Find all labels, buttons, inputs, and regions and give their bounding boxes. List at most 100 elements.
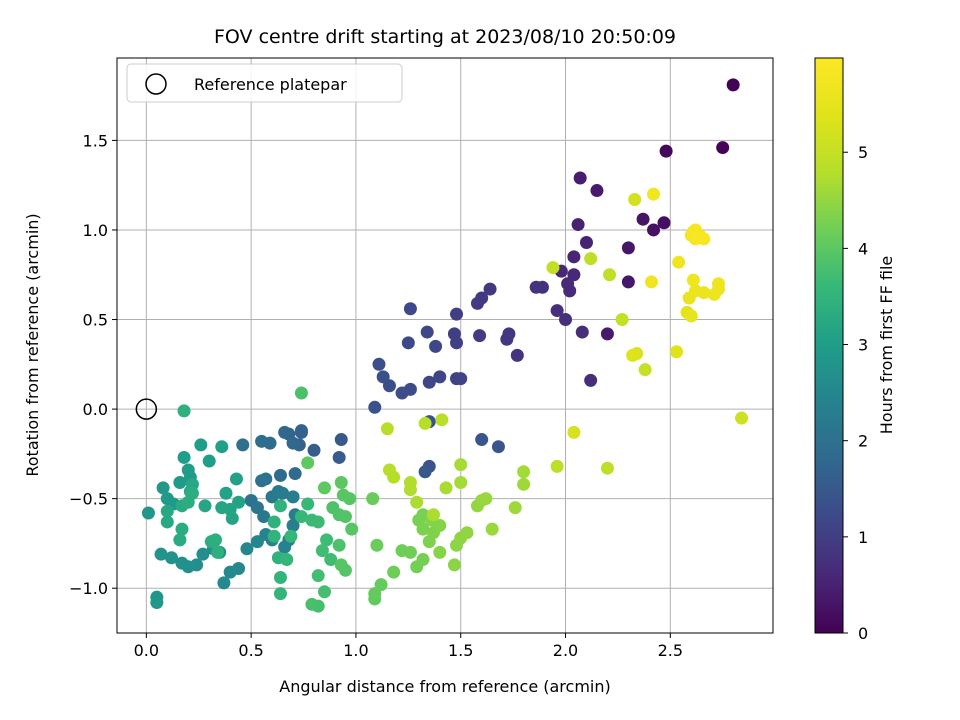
data-point bbox=[368, 400, 382, 414]
data-point bbox=[636, 212, 650, 226]
data-point bbox=[416, 553, 430, 567]
data-point bbox=[450, 336, 464, 350]
y-tick-label: 1.0 bbox=[83, 221, 108, 240]
data-point bbox=[491, 440, 505, 454]
data-point bbox=[173, 533, 187, 547]
data-point bbox=[334, 476, 348, 490]
data-point bbox=[395, 386, 409, 400]
data-point bbox=[229, 472, 243, 486]
data-point bbox=[621, 241, 635, 255]
data-point bbox=[684, 309, 698, 323]
data-point bbox=[433, 545, 447, 559]
y-tick-label: −0.5 bbox=[69, 490, 108, 509]
data-point bbox=[236, 438, 250, 452]
colorbar-tick-label: 2 bbox=[858, 432, 868, 451]
data-point bbox=[450, 307, 464, 321]
data-point bbox=[628, 193, 642, 207]
data-point bbox=[305, 597, 319, 611]
data-point bbox=[416, 522, 430, 536]
legend-box bbox=[126, 63, 403, 103]
data-point bbox=[324, 553, 338, 567]
data-point bbox=[301, 497, 315, 511]
colorbar-tick-label: 0 bbox=[858, 624, 868, 643]
data-point bbox=[154, 547, 168, 561]
data-point bbox=[286, 519, 300, 533]
data-point bbox=[567, 250, 581, 264]
data-point bbox=[573, 171, 587, 185]
data-point bbox=[273, 468, 287, 482]
data-point bbox=[500, 332, 514, 346]
data-point bbox=[418, 465, 432, 479]
data-point bbox=[177, 450, 191, 464]
data-point bbox=[185, 486, 199, 500]
data-point bbox=[550, 459, 564, 473]
data-point bbox=[563, 284, 577, 298]
colorbar-tick-label: 4 bbox=[858, 239, 868, 258]
data-point bbox=[160, 504, 174, 518]
data-point bbox=[294, 510, 308, 524]
data-point bbox=[697, 232, 711, 246]
data-point bbox=[470, 296, 484, 310]
colorbar-ticks: 0 1 2 3 4 5 bbox=[843, 143, 868, 643]
data-point bbox=[284, 529, 298, 543]
data-point bbox=[332, 450, 346, 464]
data-point bbox=[510, 348, 524, 362]
data-point bbox=[672, 255, 686, 269]
data-point bbox=[317, 481, 331, 495]
data-point bbox=[255, 474, 269, 488]
y-tick-label: −1.0 bbox=[69, 579, 108, 598]
data-point bbox=[638, 363, 652, 377]
data-point bbox=[454, 372, 468, 386]
data-point bbox=[380, 422, 394, 436]
data-point bbox=[175, 556, 189, 570]
data-point bbox=[429, 339, 443, 353]
data-point bbox=[422, 375, 436, 389]
data-point bbox=[410, 495, 424, 509]
plot-frame bbox=[116, 57, 774, 634]
data-point bbox=[403, 302, 417, 316]
data-point bbox=[225, 511, 239, 525]
data-point bbox=[374, 578, 388, 592]
colorbar: 0 1 2 3 4 5 Hours from first FF file bbox=[814, 57, 896, 643]
chart-title: FOV centre drift starting at 2023/08/10 … bbox=[214, 26, 676, 48]
data-point bbox=[294, 424, 308, 438]
data-point bbox=[403, 545, 417, 559]
data-point bbox=[209, 533, 223, 547]
data-point bbox=[376, 370, 390, 384]
data-point bbox=[198, 499, 212, 513]
data-point bbox=[615, 313, 629, 327]
x-tick-label: 0.0 bbox=[134, 641, 159, 660]
legend: Reference platepar bbox=[126, 63, 403, 103]
data-point bbox=[475, 433, 489, 447]
data-point bbox=[435, 413, 449, 427]
x-tick-label: 1.0 bbox=[343, 641, 368, 660]
data-point bbox=[559, 313, 573, 327]
data-point bbox=[420, 325, 434, 339]
colorbar-label: Hours from first FF file bbox=[877, 256, 896, 435]
data-point bbox=[403, 476, 417, 490]
data-point bbox=[286, 490, 300, 504]
data-point bbox=[590, 184, 604, 198]
data-point bbox=[600, 461, 614, 475]
x-axis-ticks: 0.0 0.5 1.0 1.5 2.0 2.5 bbox=[134, 633, 683, 660]
data-point bbox=[255, 434, 269, 448]
data-point bbox=[338, 510, 352, 524]
y-tick-label: 0.5 bbox=[83, 311, 108, 330]
x-tick-label: 2.0 bbox=[553, 641, 578, 660]
x-tick-label: 2.5 bbox=[658, 641, 683, 660]
data-point bbox=[267, 515, 281, 529]
data-point bbox=[280, 553, 294, 567]
data-point bbox=[401, 336, 415, 350]
data-point bbox=[320, 533, 334, 547]
data-point bbox=[584, 252, 598, 266]
data-point bbox=[276, 486, 290, 500]
data-point bbox=[334, 433, 348, 447]
data-point bbox=[317, 585, 331, 599]
data-point bbox=[647, 187, 661, 201]
data-point bbox=[372, 357, 386, 371]
data-point bbox=[288, 467, 302, 481]
data-point bbox=[726, 78, 740, 92]
data-point bbox=[177, 404, 191, 418]
data-point bbox=[517, 465, 531, 479]
